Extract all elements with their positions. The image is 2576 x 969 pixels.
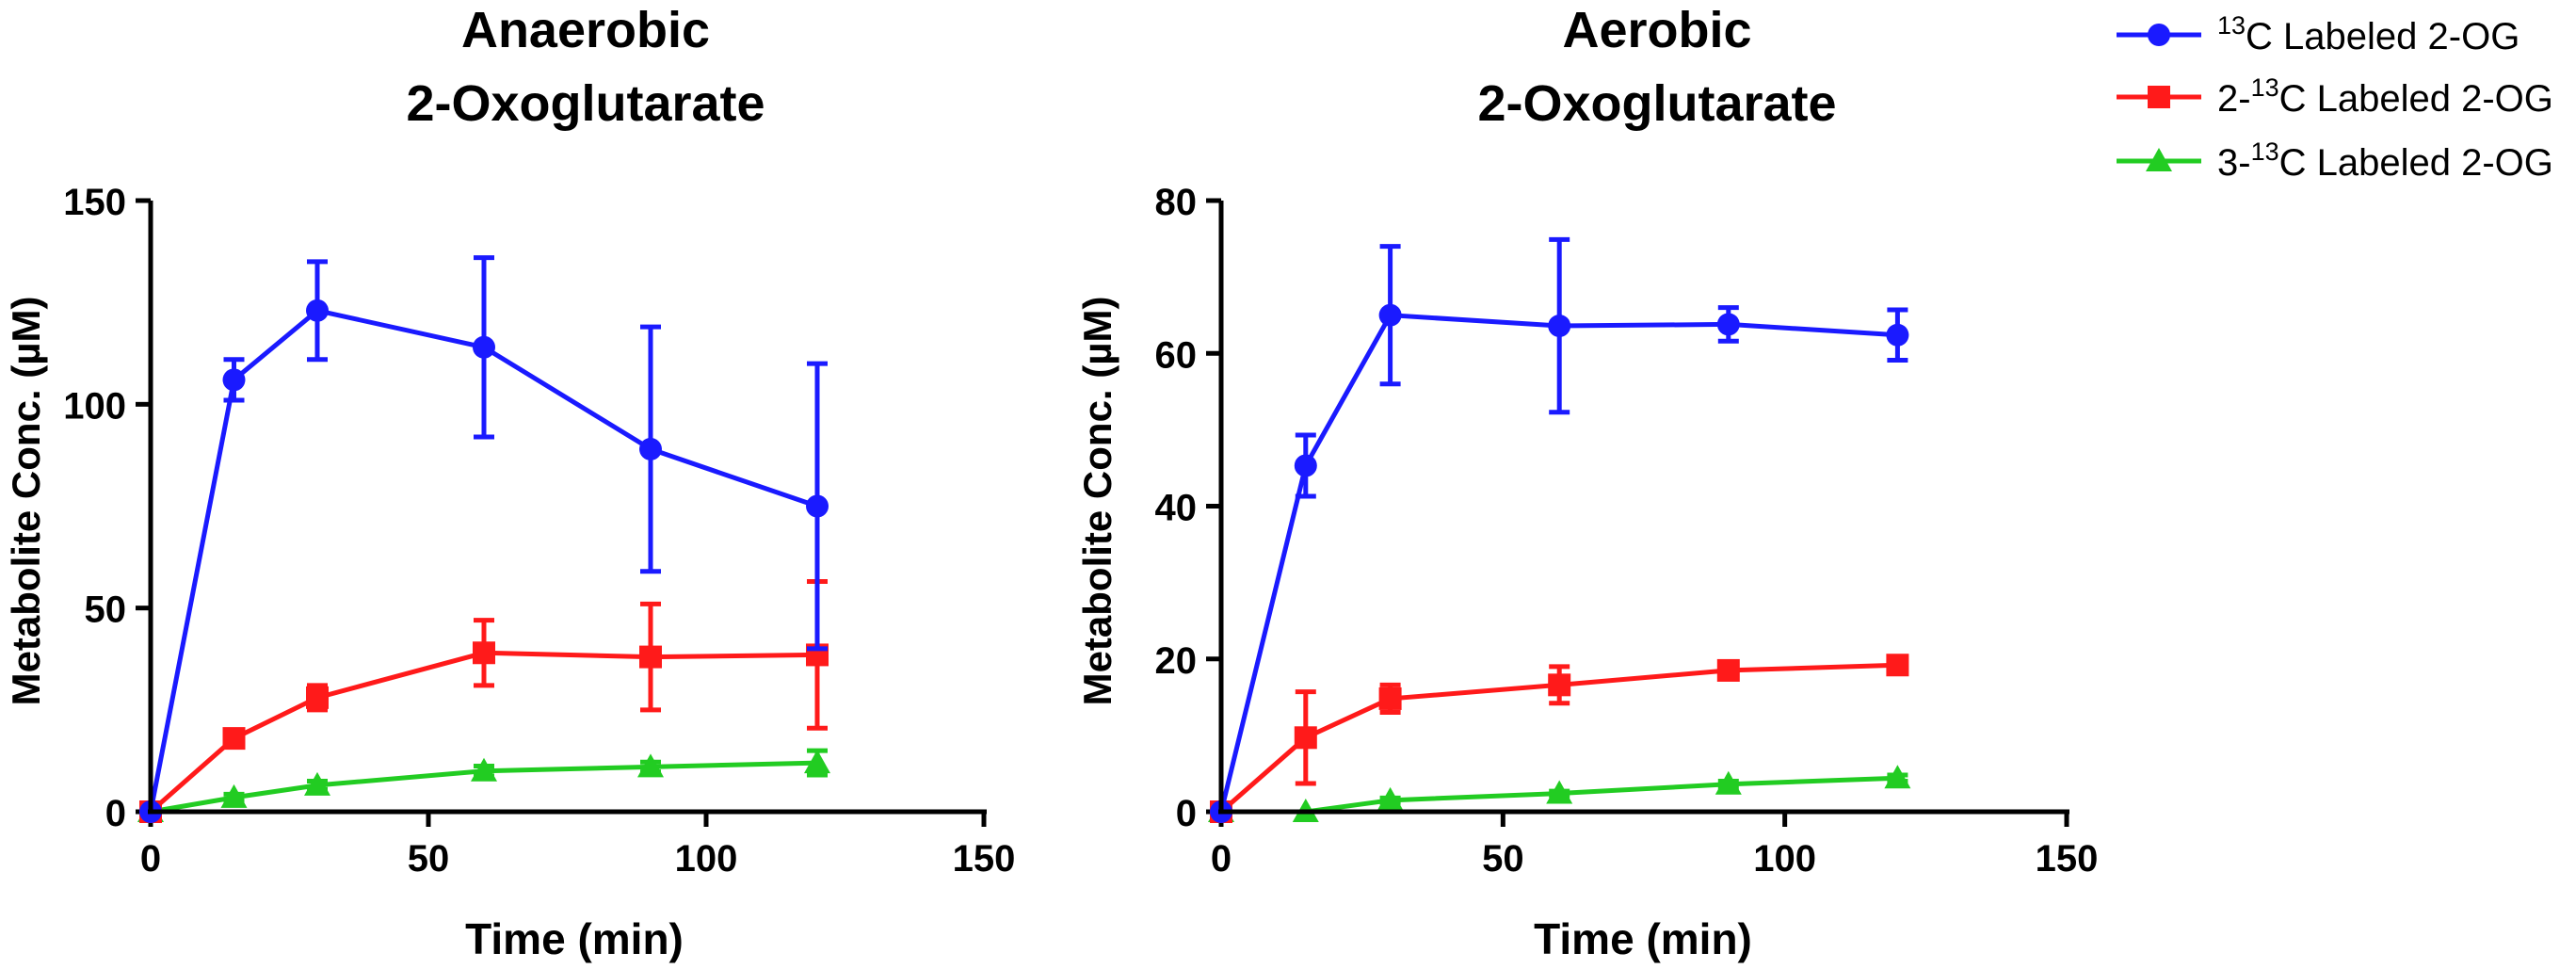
data-point bbox=[1378, 686, 1402, 710]
y-tick-label: 0 bbox=[105, 793, 126, 834]
y-tick-label: 40 bbox=[1155, 488, 1198, 529]
series-line bbox=[1218, 313, 1898, 813]
legend-label-superscript: 13 bbox=[2251, 73, 2279, 102]
legend-label-superscript: 13 bbox=[2217, 11, 2246, 40]
y-tick-label: 80 bbox=[1155, 182, 1198, 223]
data-point bbox=[306, 686, 329, 709]
aerobic-panel: Aerobic 2-Oxoglutarate Metabolite Conc. … bbox=[1075, 2, 2098, 963]
x-tick-label: 50 bbox=[408, 838, 450, 880]
data-point bbox=[1716, 313, 1740, 336]
legend-label-prefix: 3- bbox=[2217, 142, 2251, 184]
legend-label-suffix: C Labeled 2-OG bbox=[2279, 78, 2553, 120]
legend-label-suffix: C Labeled 2-OG bbox=[2246, 16, 2520, 57]
anaerobic-panel: Anaerobic 2-Oxoglutarate Metabolite Conc… bbox=[4, 2, 1015, 963]
legend-triangle-marker-icon bbox=[2146, 148, 2172, 171]
data-point bbox=[1886, 323, 1909, 347]
series-s2 bbox=[139, 579, 829, 823]
aerobic-chart-subtitle: 2-Oxoglutarate bbox=[1477, 75, 1836, 132]
data-point bbox=[306, 299, 329, 322]
data-point bbox=[222, 368, 246, 392]
data-point bbox=[1377, 786, 1404, 811]
anaerobic-y-ticks: 0 50 100 150 bbox=[63, 182, 151, 834]
legend-entry: 13C Labeled 2-OG bbox=[2117, 11, 2520, 57]
aerobic-plot-marks bbox=[1208, 236, 1911, 823]
series-s1 bbox=[1210, 236, 1909, 823]
anaerobic-y-axis-label: Metabolite Conc. (µM) bbox=[4, 297, 48, 706]
data-point bbox=[1886, 654, 1909, 677]
data-point bbox=[1715, 770, 1742, 795]
series-s1 bbox=[139, 255, 829, 823]
legend-circle-marker-icon bbox=[2148, 24, 2170, 46]
y-tick-label: 60 bbox=[1155, 334, 1198, 376]
legend-entry: 2-13C Labeled 2-OG bbox=[2117, 73, 2553, 120]
series-line bbox=[1219, 662, 1898, 814]
legend-label: 2-13C Labeled 2-OG bbox=[2217, 73, 2553, 120]
data-point bbox=[473, 641, 495, 665]
legend-label-prefix: 2- bbox=[2217, 78, 2251, 120]
x-tick-label: 0 bbox=[1211, 838, 1232, 880]
data-point bbox=[1884, 765, 1911, 789]
x-tick-label: 150 bbox=[2036, 838, 2099, 880]
aerobic-x-axis-label: Time (min) bbox=[1534, 914, 1752, 963]
x-tick-label: 50 bbox=[1482, 838, 1524, 880]
data-point bbox=[471, 757, 497, 782]
data-point bbox=[473, 335, 495, 359]
legend-square-marker-icon bbox=[2148, 86, 2170, 108]
legend: 13C Labeled 2-OG 2-13C Labeled 2-OG 3-13… bbox=[2117, 11, 2553, 184]
aerobic-y-ticks: 0 20 40 60 80 bbox=[1155, 182, 1221, 834]
anaerobic-x-axis-label: Time (min) bbox=[465, 914, 684, 963]
x-tick-label: 150 bbox=[953, 838, 1016, 880]
data-point bbox=[637, 753, 664, 778]
anaerobic-chart-title: Anaerobic bbox=[461, 2, 710, 58]
data-point bbox=[1716, 658, 1740, 682]
y-tick-label: 0 bbox=[1176, 793, 1197, 834]
legend-label: 3-13C Labeled 2-OG bbox=[2217, 137, 2553, 184]
series-line bbox=[150, 760, 818, 815]
anaerobic-chart-subtitle: 2-Oxoglutarate bbox=[406, 75, 765, 132]
data-point bbox=[304, 771, 330, 796]
data-point bbox=[1548, 673, 1571, 697]
data-point bbox=[1294, 454, 1317, 477]
legend-label-suffix: C Labeled 2-OG bbox=[2279, 142, 2553, 184]
data-point bbox=[1546, 780, 1573, 804]
x-tick-label: 100 bbox=[675, 838, 738, 880]
aerobic-y-axis-label: Metabolite Conc. (µM) bbox=[1075, 297, 1119, 706]
legend-label: 13C Labeled 2-OG bbox=[2217, 11, 2520, 57]
y-tick-label: 150 bbox=[63, 182, 126, 223]
legend-entry: 3-13C Labeled 2-OG bbox=[2117, 137, 2553, 184]
y-tick-label: 100 bbox=[63, 385, 126, 427]
data-point bbox=[1378, 303, 1402, 327]
y-tick-label: 20 bbox=[1155, 640, 1198, 682]
data-point bbox=[639, 437, 662, 460]
data-point bbox=[639, 645, 662, 669]
series-line bbox=[149, 650, 818, 814]
aerobic-x-ticks: 0 50 100 150 bbox=[1211, 812, 2099, 880]
data-point bbox=[222, 727, 246, 751]
aerobic-chart-title: Aerobic bbox=[1562, 2, 1751, 58]
data-point bbox=[1548, 315, 1571, 338]
data-point bbox=[804, 750, 830, 774]
anaerobic-plot-marks bbox=[137, 255, 830, 823]
series-s2 bbox=[1210, 654, 1909, 823]
data-point bbox=[1294, 726, 1317, 750]
series-line bbox=[148, 308, 818, 813]
anaerobic-x-ticks: 0 50 100 150 bbox=[140, 812, 1016, 880]
legend-label-superscript: 13 bbox=[2251, 137, 2279, 166]
x-tick-label: 0 bbox=[140, 838, 161, 880]
data-point bbox=[806, 494, 829, 518]
y-tick-label: 50 bbox=[85, 589, 127, 631]
data-point bbox=[220, 783, 248, 808]
x-tick-label: 100 bbox=[1753, 838, 1816, 880]
